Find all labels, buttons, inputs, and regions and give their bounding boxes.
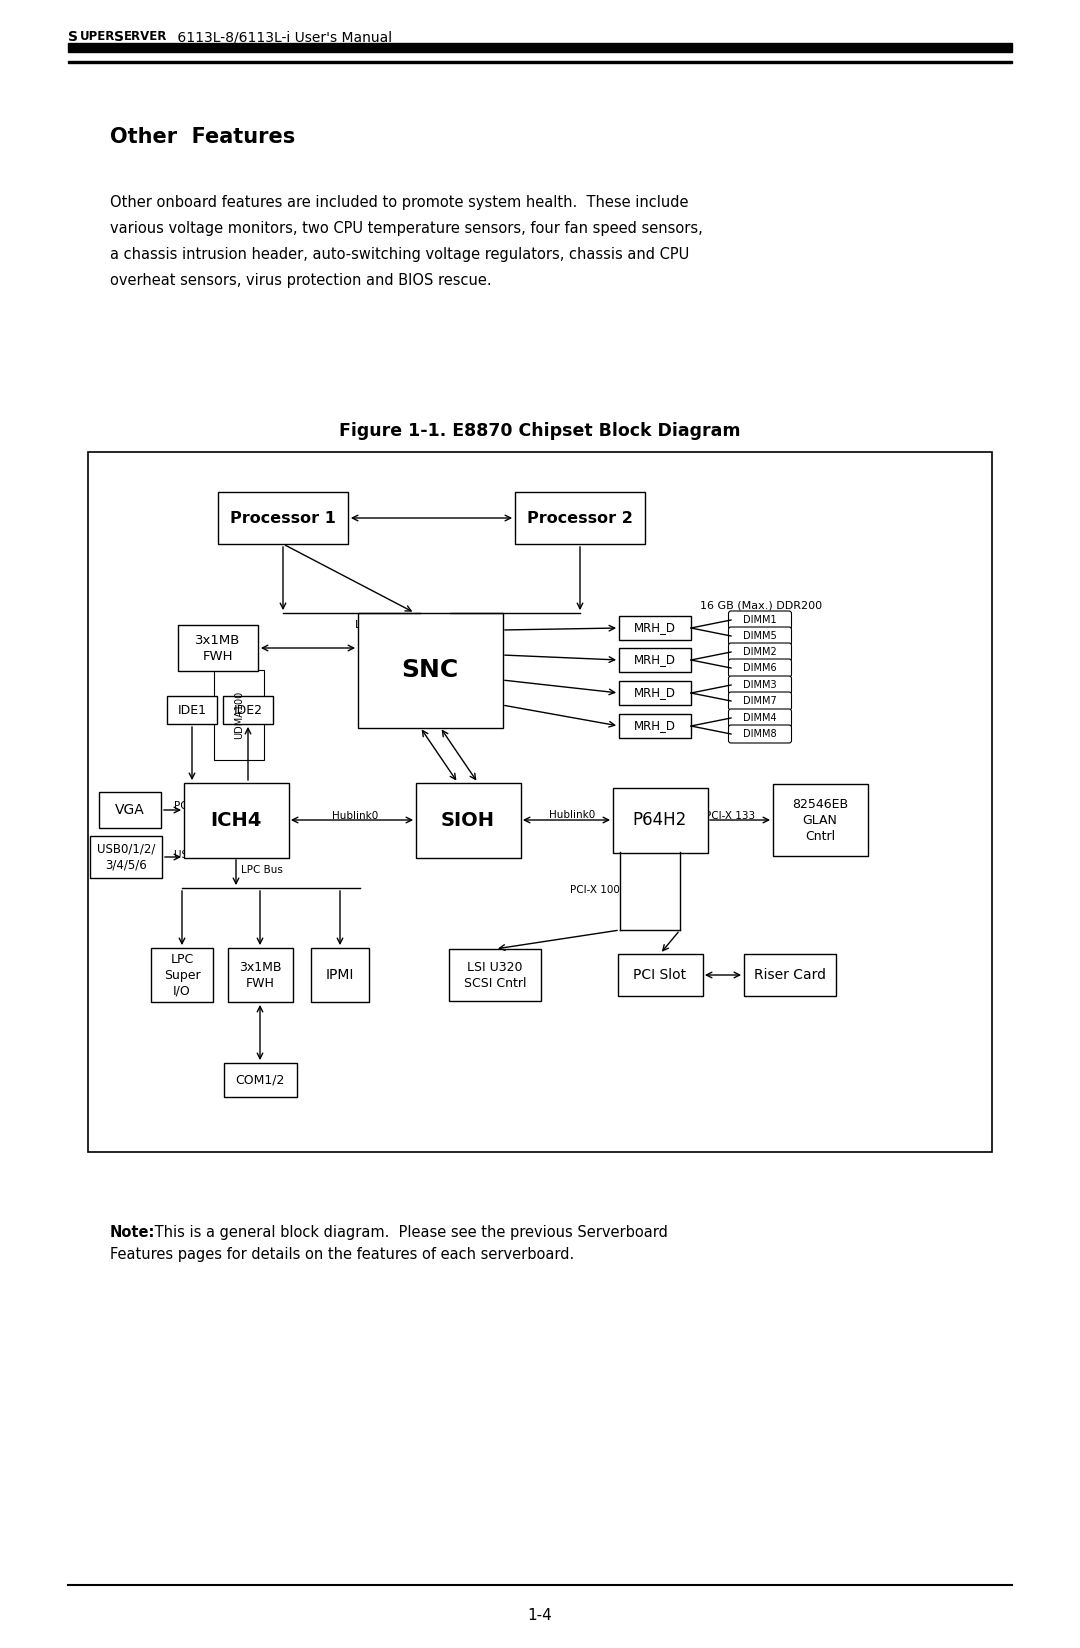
- Text: 3x1MB
FWH: 3x1MB FWH: [239, 961, 281, 989]
- Bar: [619, 648, 691, 672]
- Bar: [178, 625, 258, 671]
- Text: Note:: Note:: [110, 1224, 156, 1239]
- Text: LPC Bus: LPC Bus: [241, 865, 283, 875]
- Text: DIMM7: DIMM7: [743, 695, 777, 705]
- Bar: [214, 671, 264, 760]
- Bar: [184, 783, 288, 857]
- FancyBboxPatch shape: [729, 692, 792, 710]
- Text: Hublink0: Hublink0: [332, 811, 378, 821]
- Bar: [222, 695, 273, 723]
- Text: various voltage monitors, two CPU temperature sensors, four fan speed sensors,: various voltage monitors, two CPU temper…: [110, 221, 703, 236]
- Text: 1-4: 1-4: [528, 1608, 552, 1623]
- Text: MRH_D: MRH_D: [634, 687, 676, 699]
- Text: DIMM1: DIMM1: [743, 615, 777, 625]
- Text: DIMM2: DIMM2: [743, 648, 777, 658]
- Bar: [357, 613, 502, 727]
- Text: SIOH: SIOH: [441, 811, 495, 829]
- Text: IPMI: IPMI: [326, 967, 354, 982]
- Bar: [311, 948, 369, 1002]
- Text: Other  Features: Other Features: [110, 127, 295, 147]
- Text: DIMM3: DIMM3: [743, 681, 777, 691]
- Text: overheat sensors, virus protection and BIOS rescue.: overheat sensors, virus protection and B…: [110, 274, 491, 288]
- Bar: [449, 949, 541, 1000]
- Bar: [416, 783, 521, 857]
- Text: PCI Slot: PCI Slot: [634, 967, 687, 982]
- Bar: [151, 948, 213, 1002]
- Text: DIMM4: DIMM4: [743, 714, 777, 723]
- Text: S: S: [114, 30, 124, 44]
- Text: Other onboard features are included to promote system health.  These include: Other onboard features are included to p…: [110, 194, 689, 209]
- Text: DIMM8: DIMM8: [743, 728, 777, 738]
- FancyBboxPatch shape: [729, 611, 792, 630]
- Bar: [772, 784, 867, 855]
- Bar: [99, 793, 161, 827]
- Text: LPC Bus: LPC Bus: [355, 620, 400, 630]
- Bar: [90, 836, 162, 878]
- Text: DIMM6: DIMM6: [743, 662, 777, 672]
- FancyBboxPatch shape: [729, 725, 792, 743]
- Text: COM1/2: COM1/2: [235, 1073, 285, 1086]
- Text: Features pages for details on the features of each serverboard.: Features pages for details on the featur…: [110, 1248, 575, 1262]
- Text: IDE2: IDE2: [233, 704, 262, 717]
- Bar: [612, 788, 707, 852]
- Text: LPC
Super
I/O: LPC Super I/O: [164, 953, 200, 997]
- Text: S: S: [68, 30, 78, 44]
- Bar: [515, 493, 645, 544]
- FancyBboxPatch shape: [729, 709, 792, 727]
- Text: SNC: SNC: [402, 658, 459, 682]
- Bar: [218, 493, 348, 544]
- Bar: [87, 452, 993, 1152]
- Text: IDE1: IDE1: [177, 704, 206, 717]
- Text: USB 2.0: USB 2.0: [174, 850, 215, 860]
- Text: Hublink0: Hublink0: [549, 811, 595, 821]
- Text: 16 GB (Max.) DDR200: 16 GB (Max.) DDR200: [700, 600, 822, 610]
- Text: Processor 2: Processor 2: [527, 511, 633, 526]
- Bar: [744, 954, 836, 995]
- Text: MRH_D: MRH_D: [634, 654, 676, 666]
- Text: ICH4: ICH4: [211, 811, 261, 829]
- Text: MRH_D: MRH_D: [634, 720, 676, 732]
- Text: Riser Card: Riser Card: [754, 967, 826, 982]
- Text: Figure 1-1. E8870 Chipset Block Diagram: Figure 1-1. E8870 Chipset Block Diagram: [339, 422, 741, 440]
- Text: LSI U320
SCSI Cntrl: LSI U320 SCSI Cntrl: [463, 961, 526, 989]
- FancyBboxPatch shape: [729, 626, 792, 644]
- Text: DIMM5: DIMM5: [743, 631, 777, 641]
- Bar: [618, 954, 702, 995]
- FancyBboxPatch shape: [729, 643, 792, 661]
- Text: PCI-X 100: PCI-X 100: [570, 885, 620, 895]
- Bar: [224, 1063, 297, 1098]
- Text: This is a general block diagram.  Please see the previous Serverboard: This is a general block diagram. Please …: [150, 1224, 667, 1239]
- Text: 6113L-8/6113L-i User's Manual: 6113L-8/6113L-i User's Manual: [173, 30, 392, 44]
- Text: USB0/1/2/
3/4/5/6: USB0/1/2/ 3/4/5/6: [97, 842, 156, 872]
- Bar: [68, 43, 1012, 53]
- Text: 3x1MB
FWH: 3x1MB FWH: [195, 633, 241, 662]
- Text: ERVER: ERVER: [124, 30, 167, 43]
- Text: UPER: UPER: [80, 30, 116, 43]
- Text: Processor 1: Processor 1: [230, 511, 336, 526]
- FancyBboxPatch shape: [729, 676, 792, 694]
- Bar: [619, 681, 691, 705]
- Bar: [619, 714, 691, 738]
- Bar: [619, 616, 691, 639]
- Bar: [228, 948, 293, 1002]
- Text: a chassis intrusion header, auto-switching voltage regulators, chassis and CPU: a chassis intrusion header, auto-switchi…: [110, 247, 689, 262]
- Text: MRH_D: MRH_D: [634, 621, 676, 634]
- Text: VGA: VGA: [116, 803, 145, 817]
- Text: P64H2: P64H2: [633, 811, 687, 829]
- Text: 82546EB
GLAN
Cntrl: 82546EB GLAN Cntrl: [792, 798, 848, 842]
- FancyBboxPatch shape: [729, 659, 792, 677]
- Bar: [68, 61, 1012, 63]
- Text: PCI-X 133: PCI-X 133: [705, 811, 755, 821]
- Text: PCI 32: PCI 32: [174, 801, 207, 811]
- Bar: [167, 695, 217, 723]
- Text: UDMA100: UDMA100: [234, 691, 244, 738]
